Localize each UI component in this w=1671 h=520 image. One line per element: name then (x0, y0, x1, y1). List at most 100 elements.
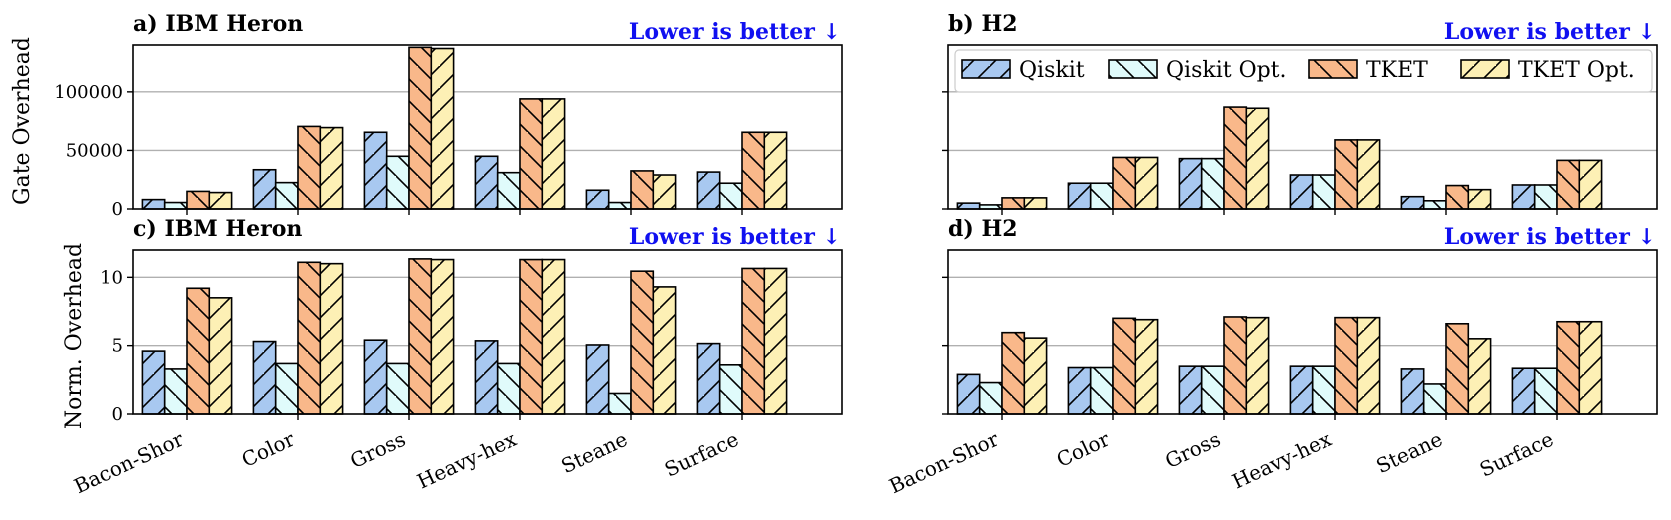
bar-qiskit-opt--color (274, 362, 299, 415)
bar-qiskit-opt--color (1089, 366, 1114, 415)
bar-qiskit-opt--surface (1533, 184, 1558, 210)
x-tick-label: Color (1053, 427, 1114, 472)
x-tick-label: Steane (1372, 427, 1446, 478)
legend-label: Qiskit (1019, 58, 1085, 83)
axes-frame (947, 249, 1658, 415)
bar-qiskit-gross (363, 339, 388, 415)
panel-0: 0 50000 100000 a) IBM Heron Lower is better … (54, 11, 843, 220)
axes-frame (132, 249, 843, 415)
bar-qiskit-opt--heavy-hex (496, 171, 521, 210)
legend-swatch (961, 59, 1011, 79)
bar-qiskit-surface (1511, 367, 1536, 415)
bar-qiskit-steane (585, 344, 610, 415)
bar-tket-heavy-hex (519, 98, 544, 210)
y-tick-label: 100000 (54, 82, 123, 103)
y-tick-label: 10 (100, 267, 123, 288)
x-tick-label: Heavy-hex (413, 426, 520, 493)
bar-tket-opt--color (319, 126, 344, 210)
bar-qiskit-opt--steane (1422, 200, 1447, 210)
bar-qiskit-opt--heavy-hex (496, 362, 521, 415)
bar-tket-steane (1445, 184, 1470, 210)
bar-qiskit-steane (1400, 195, 1425, 210)
bar-tket-opt--steane (652, 174, 677, 210)
legend-label: TKET (1366, 58, 1428, 83)
bar-qiskit-opt--heavy-hex (1311, 174, 1336, 210)
bar-tket-opt--steane (1467, 338, 1492, 415)
bar-tket-opt--gross (430, 47, 455, 210)
bar-qiskit-bacon-shor (956, 373, 981, 415)
bar-tket-opt--surface (1578, 159, 1603, 210)
bar-qiskit-opt--gross (385, 362, 410, 415)
y-tick-label: 0 (112, 199, 123, 220)
bar-qiskit-steane (1400, 368, 1425, 415)
y-tick-label: 5 (112, 336, 123, 357)
bar-tket-color (297, 261, 322, 415)
bar-tket-gross (408, 46, 433, 210)
bar-qiskit-gross (1178, 157, 1203, 210)
bar-qiskit-opt--surface (718, 182, 743, 210)
bar-qiskit-opt--heavy-hex (1311, 365, 1336, 415)
bar-tket-opt--heavy-hex (1356, 139, 1381, 210)
bar-qiskit-opt--gross (1200, 157, 1225, 210)
bar-tket-opt--surface (1578, 320, 1603, 415)
x-tick-label: Color (238, 427, 299, 472)
bar-tket-bacon-shor (1001, 197, 1026, 210)
bar-tket-opt--bacon-shor (1023, 197, 1048, 210)
bar-tket-steane (630, 270, 655, 415)
bar-qiskit-surface (1511, 184, 1536, 210)
lower-is-better-note: Lower is better ↓ (629, 224, 841, 250)
bar-tket-surface (1556, 320, 1581, 415)
panel-3: Bacon-Shor Color Gross Heavy-hex Steane Surfa… (885, 216, 1658, 499)
axes-frame (132, 44, 843, 210)
bar-tket-opt--bacon-shor (1023, 337, 1048, 415)
bar-qiskit-heavy-hex (474, 340, 499, 415)
bar-qiskit-opt--bacon-shor (163, 201, 188, 210)
bar-qiskit-opt--gross (1200, 365, 1225, 415)
bar-qiskit-opt--color (1089, 182, 1114, 210)
bar-qiskit-gross (363, 131, 388, 210)
x-tick-label: Gross (346, 427, 409, 473)
bar-tket-gross (1223, 106, 1248, 210)
bar-qiskit-color (1067, 366, 1092, 415)
bar-tket-opt--gross (1245, 107, 1270, 210)
bar-qiskit-opt--bacon-shor (163, 368, 188, 415)
bar-qiskit-steane (585, 189, 610, 210)
x-tick-label: Bacon-Shor (70, 427, 187, 499)
legend-swatch (1108, 59, 1158, 79)
y-axis-title-bottom: Norm. Overhead (62, 243, 87, 429)
bar-tket-opt--heavy-hex (541, 258, 566, 415)
bar-tket-opt--heavy-hex (1356, 316, 1381, 415)
bar-tket-opt--bacon-shor (208, 297, 233, 415)
legend-label: TKET Opt. (1518, 58, 1635, 83)
bar-tket-opt--color (319, 262, 344, 415)
x-tick-label: Gross (1161, 427, 1224, 473)
panel-1: b) H2 Lower is better ↓ Qiskit Qiskit Opt. T… (942, 11, 1658, 215)
bar-tket-color (1112, 156, 1137, 210)
bar-tket-gross (408, 258, 433, 415)
panel-2: 0 5 10 Bacon-Shor Color Gross Heavy-hex Steane S… (70, 216, 843, 499)
bar-qiskit-opt--steane (1422, 383, 1447, 415)
bar-tket-opt--steane (652, 286, 677, 415)
panel-title: b) H2 (948, 11, 1018, 37)
bar-qiskit-opt--gross (385, 155, 410, 210)
bar-tket-opt--color (1134, 318, 1159, 415)
bar-qiskit-heavy-hex (474, 155, 499, 210)
bar-qiskit-opt--color (274, 181, 299, 210)
bar-tket-opt--gross (430, 258, 455, 415)
x-tick-label: Bacon-Shor (885, 427, 1002, 499)
bar-tket-opt--surface (763, 131, 788, 210)
panel-title: d) H2 (948, 216, 1018, 242)
bar-qiskit-color (252, 340, 277, 415)
bar-tket-gross (1223, 316, 1248, 415)
lower-is-better-note: Lower is better ↓ (629, 19, 841, 45)
legend-swatch (1460, 59, 1510, 79)
bar-qiskit-heavy-hex (1289, 365, 1314, 415)
y-tick-label: 0 (112, 404, 123, 425)
lower-is-better-note: Lower is better ↓ (1444, 224, 1656, 250)
bar-tket-color (1112, 317, 1137, 415)
x-tick-label: Heavy-hex (1228, 426, 1335, 493)
bar-tket-steane (1445, 322, 1470, 415)
bar-qiskit-opt--steane (607, 201, 632, 210)
bar-tket-surface (741, 131, 766, 210)
